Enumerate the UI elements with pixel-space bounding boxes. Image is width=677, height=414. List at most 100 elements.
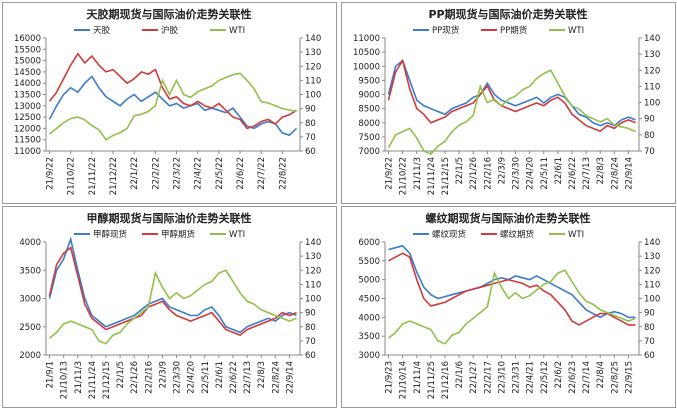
x-tick-label: 21/11/24 [427,157,437,195]
y-tick-label: 3000 [19,295,41,305]
x-tick-label: 21/11/22 [88,157,98,195]
x-tick-label: 22/4/21 [526,361,536,394]
x-tick-label: 22/3/30 [512,157,522,190]
x-tick-label: 21/10/14 [399,361,409,399]
x-tick-label: 22/9/14 [624,157,634,190]
x-tick-label: 21/9/1 [46,361,56,388]
y-tick-label: 3000 [358,351,380,361]
y-tick-label: 14500 [14,68,41,78]
y2-tick-label: 130 [644,50,660,60]
y-tick-label: 15000 [14,57,41,67]
y2-tick-label: 90 [644,309,655,319]
x-tick-label: 22/8/3 [257,361,267,388]
series-line [48,75,298,137]
y-tick-label: 3500 [358,332,380,342]
y2-tick-label: 70 [305,133,316,143]
x-tick-label: 22/4/20 [187,361,197,394]
chart-panel: PP期现货与国际油价走势关联性 7000 7500 8000 8500 9000 9500 1… [341,2,676,204]
x-tick-label: 22/8/4 [596,361,606,388]
series-line [48,269,297,345]
x-tick-label: 21/11/3 [74,361,84,394]
y2-tick-label: 90 [305,309,316,319]
y2-tick-label: 140 [305,238,321,248]
x-tick-label: 22/4/20 [526,157,536,190]
y-tick-label: 8000 [358,119,380,129]
x-tick-label: 22/3/9 [497,157,507,184]
x-tick-label: 22/2/22 [151,157,161,190]
x-tick-label: 22/9/15 [624,361,634,394]
y-tick-label: 13500 [14,91,41,101]
x-tick-label: 22/2/17 [483,361,493,394]
series-line [387,58,636,133]
series-line [48,52,297,130]
y2-tick-label: 130 [305,48,321,58]
x-tick-label: 22/6/2 [554,361,564,388]
x-tick-label: 22/1/5 [455,157,465,184]
x-tick-label: 22/6/22 [568,157,578,190]
y-tick-label: 16000 [14,34,41,44]
y2-tick-label: 90 [644,115,655,125]
legend-label: PP现货 [432,25,460,36]
x-tick-label: 22/8/22 [278,157,288,190]
y2-tick-label: 120 [644,66,660,76]
x-tick-label: 22/8/24 [610,157,620,190]
legend-label: 螺纹期货 [500,229,535,240]
y-tick-label: 13000 [14,102,41,112]
y-tick-label: 5000 [358,276,380,286]
x-tick-label: 21/12/22 [109,157,119,195]
series-line [48,72,297,141]
y2-tick-label: 120 [305,62,321,72]
chart-panel: 螺纹期现货与国际油价走势关联性 3000 3500 4000 4500 5000 5500 6… [341,206,676,408]
x-tick-label: 22/2/16 [144,361,154,394]
y2-tick-label: 60 [305,351,316,361]
y2-tick-label: 60 [305,147,316,157]
x-tick-label: 21/11/24 [88,361,98,399]
y-tick-label: 7500 [358,133,380,143]
legend-label: 甲醇期货 [161,229,196,240]
x-tick-label: 21/10/22 [67,157,77,195]
x-tick-label: 21/11/4 [413,361,423,394]
panel-border [341,206,676,408]
chart-title: PP期现货与国际油价走势关联性 [428,7,587,21]
x-tick-label: 22/6/23 [568,361,578,394]
y2-tick-label: 70 [644,147,655,157]
x-tick-label: 22/1/26 [469,157,479,190]
legend-label: 沪胶 [161,25,179,36]
chart-title: 天胶期现货与国际油价走势关联性 [87,7,252,21]
y-tick-label: 7000 [358,147,380,157]
x-tick-label: 22/1/5 [116,361,126,388]
x-tick-label: 22/3/31 [512,361,522,394]
y2-tick-label: 60 [644,351,655,361]
y2-tick-label: 100 [644,295,660,305]
x-tick-label: 22/6/22 [236,157,246,190]
y2-tick-label: 120 [305,266,321,276]
x-tick-label: 22/3/22 [173,157,183,190]
x-tick-label: 22/6/22 [229,361,239,394]
y-tick-label: 4500 [358,295,380,305]
y2-tick-label: 80 [644,323,655,333]
series-line [388,252,636,326]
x-tick-label: 22/7/13 [243,361,253,394]
x-tick-label: 22/7/22 [257,157,267,190]
x-tick-label: 22/5/11 [540,157,550,190]
x-tick-label: 21/9/23 [385,361,395,394]
y-tick-label: 10500 [353,48,380,58]
y-tick-label: 4000 [358,313,380,323]
legend-label: 螺纹现货 [432,229,467,240]
y-tick-label: 4000 [19,238,41,248]
x-tick-label: 22/2/16 [483,157,493,190]
x-tick-label: 21/12/15 [102,361,112,399]
y2-tick-label: 80 [305,119,316,129]
y-tick-label: 14000 [14,79,41,89]
series-line [387,269,636,345]
x-tick-label: 22/4/22 [194,157,204,190]
x-tick-label: 22/1/6 [455,361,465,388]
y-tick-label: 9500 [358,76,380,86]
y-tick-label: 10000 [353,62,380,72]
y-tick-label: 5500 [358,257,380,267]
x-tick-label: 22/3/9 [158,361,168,388]
y2-tick-label: 110 [644,82,660,92]
y-tick-label: 3500 [19,266,41,276]
